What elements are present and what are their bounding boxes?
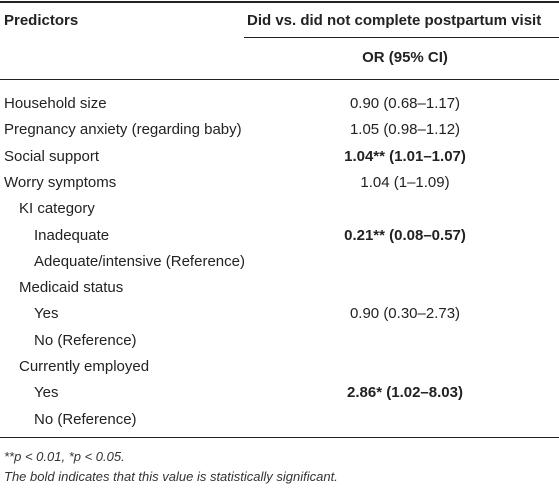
predictor-label: Yes: [34, 384, 59, 401]
or-ci-value: [294, 249, 516, 275]
table-row: Social support 1.04** (1.01–1.07): [0, 144, 559, 170]
table-row: Adequate/intensive (Reference): [0, 249, 559, 275]
or-ci-value: 1.04** (1.01–1.07): [344, 148, 466, 165]
header-predictors: Predictors: [4, 12, 79, 29]
table-row: Yes 0.90 (0.30–2.73): [0, 301, 559, 327]
predictor-label: Household size: [4, 95, 107, 112]
header-group: Did vs. did not complete postpartum visi…: [247, 12, 542, 29]
table-row: No (Reference): [0, 328, 559, 354]
predictor-label: Pregnancy anxiety (regarding baby): [4, 121, 242, 138]
footnote-significance: **p < 0.01, *p < 0.05.: [4, 449, 125, 464]
footnote-bold-note: The bold indicates that this value is st…: [4, 469, 338, 484]
predictor-label: Social support: [4, 148, 100, 165]
header-rule: [0, 79, 559, 80]
predictor-label: No (Reference): [34, 411, 137, 428]
predictor-label: KI category: [19, 200, 95, 217]
table-row: Worry symptoms 1.04 (1–1.09): [0, 170, 559, 196]
or-ci-value: 0.90 (0.68–1.17): [349, 95, 461, 112]
bottom-rule: [0, 437, 559, 438]
top-rule: [0, 1, 559, 3]
predictor-label: Currently employed: [19, 358, 150, 375]
table-row: KI category: [0, 196, 559, 222]
or-ci-value: [294, 275, 516, 301]
predictor-label: Inadequate: [34, 227, 110, 244]
or-ci-value: [294, 196, 516, 222]
table-row: Yes 2.86* (1.02–8.03): [0, 380, 559, 406]
table-row: Medicaid status: [0, 275, 559, 301]
table-row: No (Reference): [0, 407, 559, 433]
or-ci-value: [294, 354, 516, 380]
predictor-label: Medicaid status: [19, 279, 124, 296]
predictor-label: Yes: [34, 305, 59, 322]
table-row: Inadequate 0.21** (0.08–0.57): [0, 223, 559, 249]
table-row: Currently employed: [0, 354, 559, 380]
predictor-label: Worry symptoms: [4, 174, 117, 191]
table-row: Pregnancy anxiety (regarding baby) 1.05 (…: [0, 117, 559, 143]
predictor-label: No (Reference): [34, 332, 137, 349]
group-rule: [244, 37, 559, 38]
or-ci-value: 0.21** (0.08–0.57): [344, 227, 466, 244]
or-ci-value: [294, 407, 516, 433]
or-ci-value: [294, 328, 516, 354]
or-ci-value: 1.05 (0.98–1.12): [349, 121, 461, 138]
or-ci-value: 2.86* (1.02–8.03): [347, 384, 463, 401]
or-ci-value: 1.04 (1–1.09): [360, 174, 450, 191]
header-or-ci: OR (95% CI): [362, 49, 448, 66]
or-ci-value: 0.90 (0.30–2.73): [349, 305, 461, 322]
table-row: Household size 0.90 (0.68–1.17): [0, 91, 559, 117]
predictor-label: Adequate/intensive (Reference): [34, 253, 245, 270]
